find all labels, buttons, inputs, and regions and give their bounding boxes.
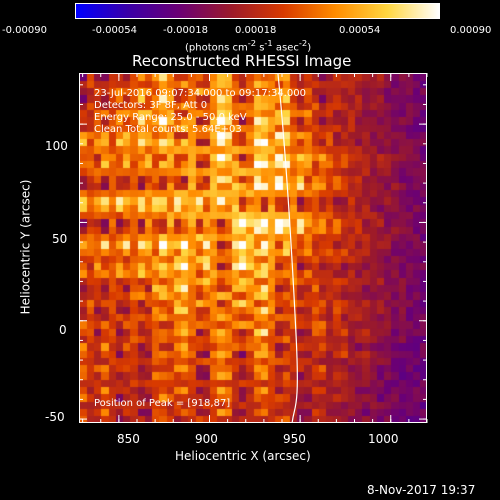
plot-overlay [277, 74, 298, 422]
plot-timestamp: 8-Nov-2017 19:37 [367, 483, 476, 497]
colorbar-tick-label: -0.00018 [163, 25, 208, 36]
x-tick-label: 850 [117, 432, 140, 446]
y-tick-label: 50 [52, 232, 68, 246]
colorbar-tick-label: -0.00090 [2, 25, 47, 36]
colorbar-unit-label: (photons cm-2 s-1 asec-2) [185, 38, 312, 54]
colorbar-tick-label: -0.00054 [92, 25, 137, 36]
colorbar-tick-label: 0.00018 [235, 25, 277, 36]
plot-title: Reconstructed RHESSI Image [132, 52, 352, 70]
annotation-time-range: 23-Jul-2016 09:07:34.000 to 09:17:34.000 [94, 88, 306, 99]
rhessi-image-plot: 23-Jul-2016 09:07:34.000 to 09:17:34.000… [79, 73, 427, 423]
x-tick-label: 950 [283, 432, 306, 446]
y-tick-label: -50 [45, 410, 65, 424]
y-tick-label: 100 [45, 139, 68, 153]
x-axis-label: Heliocentric X (arcsec) [175, 449, 311, 463]
annotation-clean-counts: Clean Total counts: 5.64E+03 [94, 124, 242, 135]
colorbar-tick-label: 0.00090 [450, 25, 492, 36]
y-axis-label: Heliocentric Y (arcsec) [18, 179, 33, 315]
y-tick-label: 0 [59, 323, 67, 337]
x-tick-label: 900 [195, 432, 218, 446]
colorbar-tick-label: 0.00054 [339, 25, 381, 36]
x-tick-label: 1000 [368, 432, 399, 446]
colorbar [75, 3, 440, 19]
reconstructed-image-heatmap [80, 74, 426, 422]
annotation-peak-position: Position of Peak = [918,87] [94, 398, 231, 409]
annotation-energy-range: Energy Range: 25.0 - 50.0 keV [94, 112, 247, 123]
annotation-detectors: Detectors: 3F 8F, Att 0 [94, 100, 208, 111]
solar-limb-line [277, 74, 298, 422]
